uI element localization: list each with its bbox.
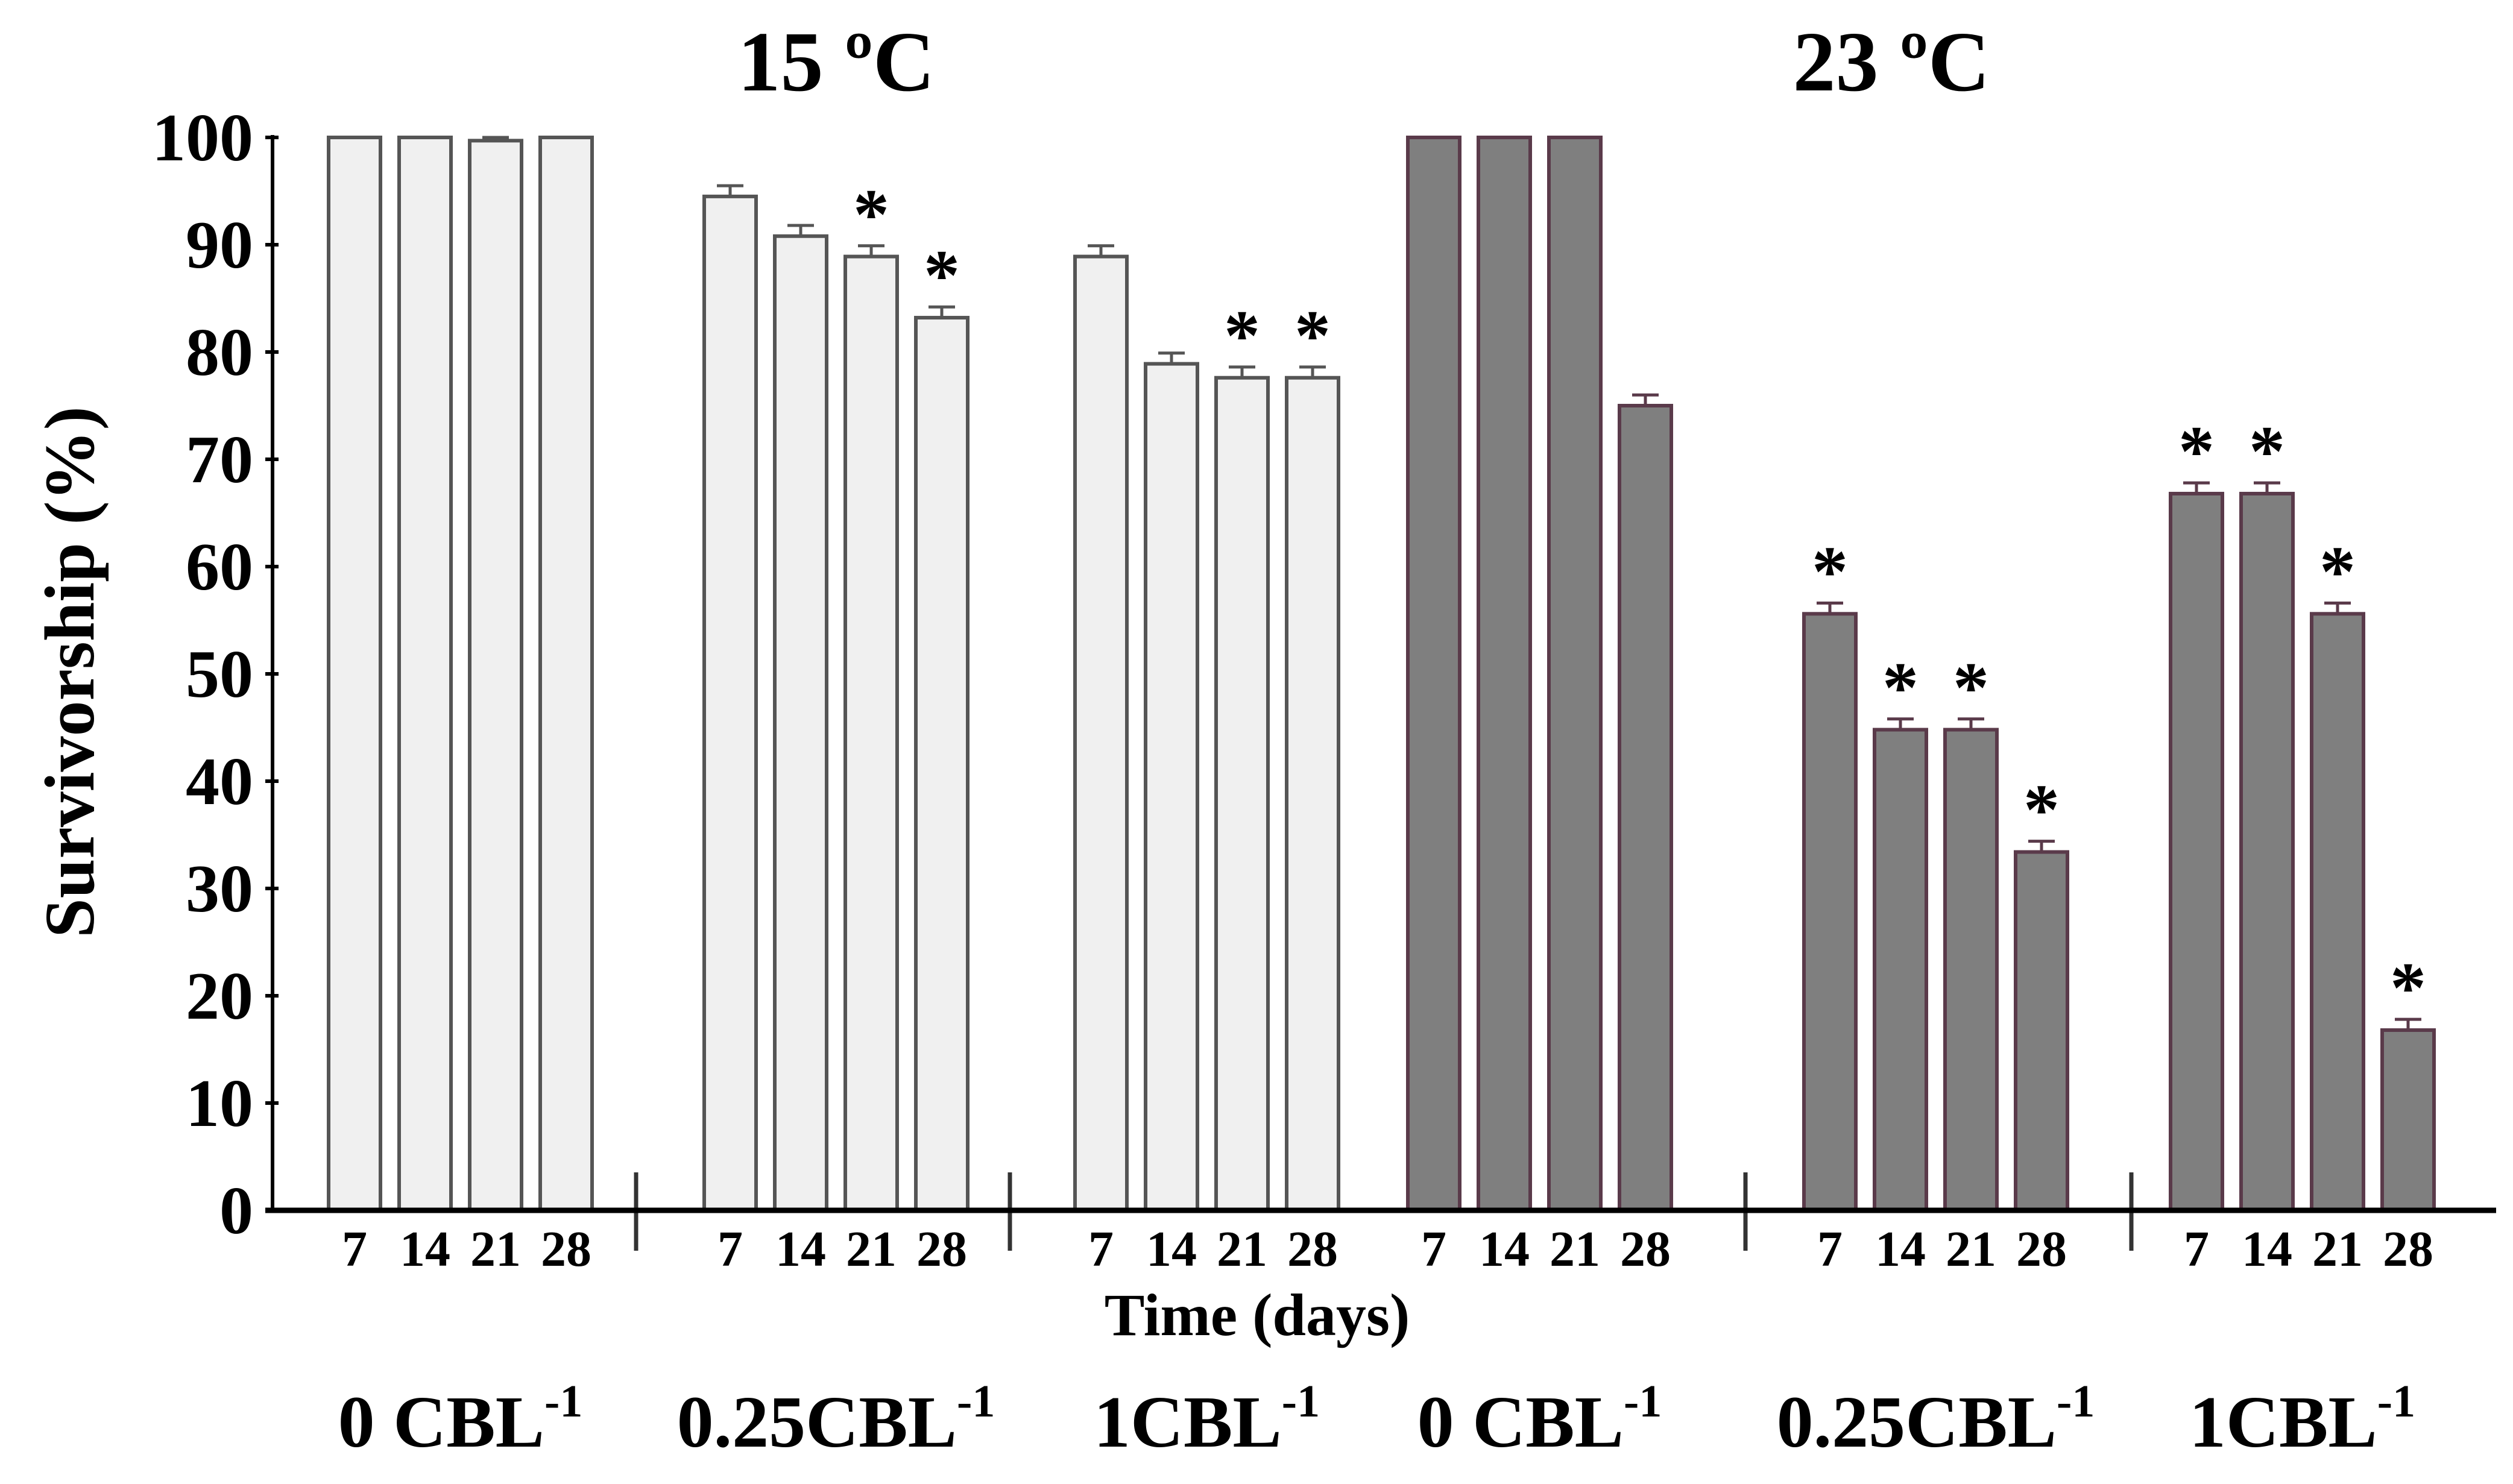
bar bbox=[2380, 1028, 2436, 1212]
bar bbox=[538, 136, 594, 1212]
bar bbox=[1547, 136, 1603, 1212]
y-axis-title: Survivorship (%) bbox=[30, 406, 109, 938]
x-tick-label: 28 bbox=[916, 1221, 967, 1277]
y-tick-label: 10 bbox=[186, 1066, 253, 1141]
x-tick-label: 21 bbox=[846, 1221, 897, 1277]
bar bbox=[773, 234, 828, 1212]
x-tick-label: 14 bbox=[1479, 1221, 1530, 1277]
group-label: 1CBL-1 bbox=[1094, 1376, 1320, 1463]
x-tick-label: 7 bbox=[717, 1221, 743, 1277]
bar bbox=[1285, 376, 1340, 1212]
x-tick-label: 7 bbox=[342, 1221, 367, 1277]
bar bbox=[468, 139, 523, 1213]
significance-star: * bbox=[2319, 532, 2356, 612]
y-tick-label: 30 bbox=[186, 852, 253, 926]
x-tick-label: 21 bbox=[1550, 1221, 1600, 1277]
y-tick-label: 100 bbox=[152, 101, 253, 175]
x-tick-label: 21 bbox=[2312, 1221, 2363, 1277]
bar bbox=[1406, 136, 1461, 1212]
bar bbox=[1873, 728, 1928, 1213]
x-tick-label: 14 bbox=[400, 1221, 450, 1277]
significance-star: * bbox=[1812, 532, 1848, 612]
x-tick-label: 21 bbox=[470, 1221, 521, 1277]
y-tick-label: 60 bbox=[186, 530, 253, 605]
bar bbox=[397, 136, 453, 1212]
significance-star: * bbox=[2178, 411, 2215, 491]
x-tick-label: 21 bbox=[1217, 1221, 1267, 1277]
x-tick-label: 28 bbox=[1620, 1221, 1671, 1277]
group-label: 0 CBL-1 bbox=[1417, 1376, 1662, 1463]
x-tick-labels: 7 14 21 28 7 14 21 28 7 14 21 28 7 14 21 28 7 14 21 28 7 14 21… bbox=[342, 1221, 2433, 1277]
group-label: 0.25CBL-1 bbox=[677, 1376, 995, 1463]
significance-star: * bbox=[853, 174, 889, 254]
bar bbox=[1802, 612, 1858, 1212]
significance-star: * bbox=[2390, 948, 2426, 1028]
bar bbox=[2239, 491, 2295, 1213]
x-tick-label: 28 bbox=[2383, 1221, 2433, 1277]
significance-star: * bbox=[2249, 411, 2285, 491]
title-15c: 15 ºC bbox=[738, 14, 935, 109]
bar bbox=[1214, 376, 1270, 1212]
x-tick-label: 14 bbox=[1146, 1221, 1197, 1277]
bar bbox=[1477, 136, 1532, 1212]
bar bbox=[914, 316, 970, 1212]
y-tick-label: 20 bbox=[186, 959, 253, 1034]
x-tick-label: 21 bbox=[1946, 1221, 1996, 1277]
significance-star: * bbox=[1882, 647, 1919, 728]
group-label: 0.25CBL-1 bbox=[1777, 1376, 2095, 1463]
y-tick-label: 70 bbox=[186, 423, 253, 497]
title-23c: 23 ºC bbox=[1793, 14, 1990, 109]
y-axis: 0 10 20 30 40 50 60 70 80 90 100 bbox=[152, 101, 279, 1248]
bar bbox=[702, 194, 758, 1212]
significance-star: * bbox=[924, 235, 960, 315]
y-tick-label: 40 bbox=[186, 744, 253, 819]
group-labels: 0 CBL-1 0.25CBL-1 1CBL-1 0 CBL-1 0.25CBL-1 1C… bbox=[338, 1376, 2415, 1463]
x-tick-label: 14 bbox=[1875, 1221, 1926, 1277]
bar bbox=[1618, 404, 1673, 1212]
bars-layer: * * * * * * * * * * * * bbox=[327, 136, 2436, 1251]
group-label: 0 CBL-1 bbox=[338, 1376, 583, 1463]
bar bbox=[1144, 362, 1199, 1213]
bar bbox=[2310, 612, 2365, 1212]
x-tick-label: 28 bbox=[1287, 1221, 1338, 1277]
bar bbox=[1943, 728, 1999, 1213]
bar bbox=[1073, 254, 1129, 1213]
x-tick-label: 7 bbox=[1421, 1221, 1446, 1277]
significance-star: * bbox=[1224, 295, 1260, 376]
bar bbox=[2014, 850, 2069, 1212]
y-tick-label: 50 bbox=[186, 637, 253, 712]
y-tick-label: 90 bbox=[186, 208, 253, 283]
significance-star: * bbox=[1294, 295, 1331, 376]
bar bbox=[2169, 491, 2224, 1213]
bar bbox=[327, 136, 382, 1212]
significance-star: * bbox=[1953, 647, 1989, 728]
group-label: 1CBL-1 bbox=[2189, 1376, 2415, 1463]
x-tick-label: 7 bbox=[1817, 1221, 1843, 1277]
x-tick-label: 14 bbox=[2242, 1221, 2292, 1277]
y-tick-label: 0 bbox=[219, 1174, 253, 1248]
x-tick-label: 7 bbox=[2184, 1221, 2209, 1277]
x-axis-title: Time (days) bbox=[1105, 1281, 1410, 1348]
bar bbox=[843, 254, 899, 1213]
y-tick-label: 80 bbox=[186, 315, 253, 390]
x-tick-label: 7 bbox=[1088, 1221, 1114, 1277]
significance-star: * bbox=[2023, 770, 2060, 850]
x-tick-label: 28 bbox=[2016, 1221, 2067, 1277]
x-tick-label: 14 bbox=[775, 1221, 826, 1277]
x-tick-label: 28 bbox=[541, 1221, 591, 1277]
